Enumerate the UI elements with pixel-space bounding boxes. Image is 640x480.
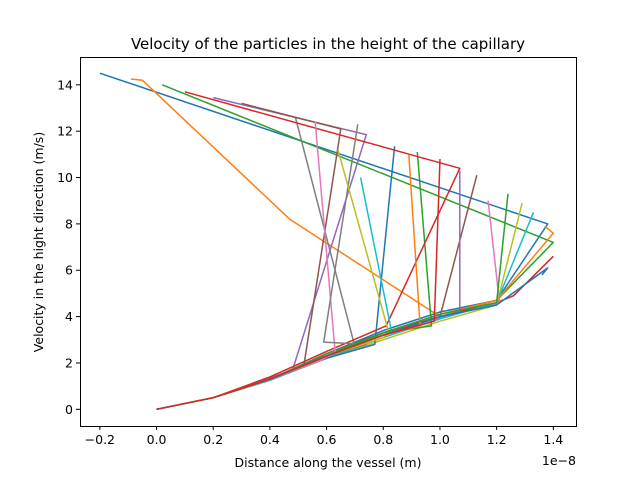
x-tick-label: −0.2	[85, 432, 115, 447]
x-axis-label: Distance along the vessel (m)	[235, 455, 422, 470]
series-layer	[99, 72, 555, 411]
x-offset-text: 1e−8	[542, 453, 576, 468]
y-tick-label: 0	[65, 402, 73, 417]
y-tick-label: 10	[57, 170, 73, 185]
y-tick-label: 8	[65, 216, 73, 231]
x-tick-label: 1.2	[487, 432, 507, 447]
chart-title: Velocity of the particles in the height …	[131, 35, 525, 53]
x-tick-label: 0.2	[203, 432, 223, 447]
y-tick-label: 12	[57, 124, 73, 139]
y-axis-label: Velocity in the hight direction (m/s)	[31, 132, 46, 352]
y-axis: 0 2 4 6 8 10 12 14	[57, 77, 80, 417]
y-tick-label: 2	[65, 355, 73, 370]
plot-frame	[80, 57, 577, 427]
x-axis: −0.2 0.0 0.2 0.4 0.6 0.8 1.0 1.2 1.4	[85, 426, 563, 447]
x-tick-label: 1.4	[543, 432, 563, 447]
x-tick-label: 0.4	[260, 432, 280, 447]
y-tick-label: 4	[65, 309, 73, 324]
x-tick-label: 0.6	[317, 432, 337, 447]
x-tick-label: 0.8	[373, 432, 393, 447]
series-line-24	[156, 158, 441, 411]
y-tick-label: 6	[65, 263, 73, 278]
x-tick-label: 0.0	[147, 432, 167, 447]
y-tick-label: 14	[57, 77, 73, 92]
x-tick-label: 1.0	[430, 432, 450, 447]
